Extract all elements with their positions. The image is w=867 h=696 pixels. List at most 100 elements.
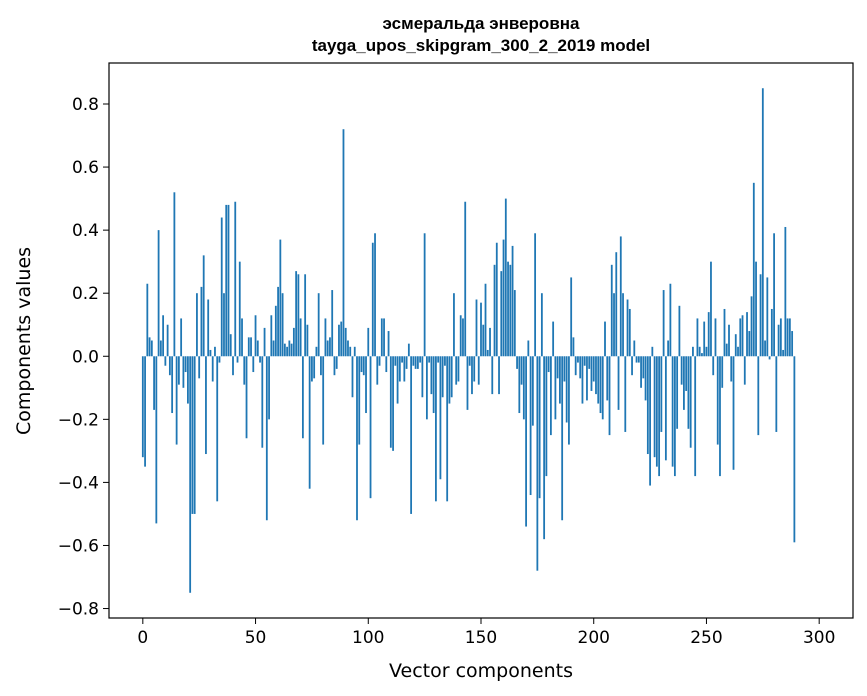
bar-231 (663, 290, 665, 356)
bar-254 (715, 318, 717, 356)
bar-125 (424, 233, 426, 356)
y-tick-label: 0.8 (72, 95, 99, 115)
bar-22 (192, 356, 194, 514)
bar-173 (532, 356, 534, 425)
bar-162 (507, 262, 509, 357)
bar-40 (232, 356, 234, 375)
bar-97 (361, 356, 363, 372)
x-tick-label: 0 (137, 628, 148, 648)
bar-185 (559, 356, 561, 403)
bar-105 (379, 356, 381, 365)
bar-100 (367, 328, 369, 356)
bar-228 (656, 356, 658, 466)
bar-106 (381, 318, 383, 356)
bar-283 (780, 318, 782, 356)
bar-45 (243, 356, 245, 384)
y-axis-label: Components values (13, 247, 35, 435)
bar-83 (329, 337, 331, 356)
bar-42 (237, 356, 239, 362)
bar-88 (340, 322, 342, 357)
bar-169 (523, 356, 525, 419)
bar-64 (286, 347, 288, 356)
bar-94 (354, 347, 356, 356)
bar-180 (548, 356, 550, 372)
bar-47 (248, 337, 250, 356)
bar-32 (214, 347, 216, 356)
bar-288 (791, 331, 793, 356)
bar-7 (158, 230, 160, 356)
bar-225 (649, 356, 651, 485)
bar-219 (636, 356, 638, 362)
bar-211 (618, 356, 620, 410)
bar-209 (613, 293, 615, 356)
bar-249 (703, 322, 705, 357)
bar-207 (609, 356, 611, 435)
x-tick-label: 100 (352, 628, 384, 648)
chart-title: эсмеральда энверовна (383, 14, 581, 33)
bar-229 (658, 356, 660, 476)
bar-31 (212, 356, 214, 381)
bar-82 (327, 341, 329, 357)
bar-221 (640, 356, 642, 388)
bar-271 (753, 183, 755, 356)
bar-75 (311, 356, 313, 381)
bar-202 (597, 356, 599, 403)
bar-78 (318, 293, 320, 356)
bar-158 (498, 356, 500, 394)
bar-115 (401, 356, 403, 362)
y-tick-label: 0.0 (72, 347, 99, 367)
bar-259 (726, 344, 728, 357)
y-tick-label: −0.8 (58, 600, 99, 620)
bar-93 (352, 356, 354, 397)
bar-263 (735, 334, 737, 356)
bar-139 (455, 356, 457, 384)
bar-6 (155, 356, 157, 523)
bar-276 (764, 341, 766, 357)
bar-199 (591, 356, 593, 391)
x-axis-ticks: 0 50 100 150 200 250 300 (137, 618, 835, 648)
bar-66 (291, 344, 293, 357)
bar-182 (552, 322, 554, 357)
bar-146 (471, 356, 473, 394)
bar-200 (593, 356, 595, 381)
bar-84 (331, 290, 333, 356)
x-axis-label: Vector components (389, 660, 573, 682)
bar-196 (584, 356, 586, 365)
bar-49 (252, 356, 254, 372)
bar-102 (372, 243, 374, 357)
y-axis-ticks: −0.8−0.6−0.4−0.20.00.20.40.60.8 (58, 95, 109, 620)
bar-39 (230, 334, 232, 356)
bar-8 (160, 341, 162, 357)
bar-14 (173, 192, 175, 356)
bar-121 (415, 356, 417, 369)
bar-129 (433, 356, 435, 413)
bar-136 (449, 356, 451, 403)
bar-250 (706, 347, 708, 356)
bar-62 (282, 293, 284, 356)
bar-134 (444, 356, 446, 365)
bar-188 (566, 356, 568, 422)
bar-144 (467, 356, 469, 410)
bar-282 (778, 325, 780, 357)
bar-46 (246, 356, 248, 438)
bar-241 (685, 356, 687, 391)
bar-280 (773, 233, 775, 356)
bar-220 (638, 356, 640, 362)
bar-127 (428, 356, 430, 362)
bar-60 (277, 287, 279, 356)
bar-153 (487, 350, 489, 356)
bar-26 (201, 287, 203, 356)
bar-103 (374, 233, 376, 356)
bar-117 (406, 356, 408, 369)
bar-175 (536, 356, 538, 570)
bar-183 (555, 356, 557, 419)
bar-112 (394, 356, 396, 365)
bar-119 (410, 356, 412, 514)
bar-90 (345, 328, 347, 356)
bar-215 (627, 300, 629, 357)
bar-11 (167, 325, 169, 357)
bar-253 (712, 356, 714, 375)
bar-178 (543, 356, 545, 539)
bar-120 (412, 356, 414, 365)
bar-142 (462, 318, 464, 356)
